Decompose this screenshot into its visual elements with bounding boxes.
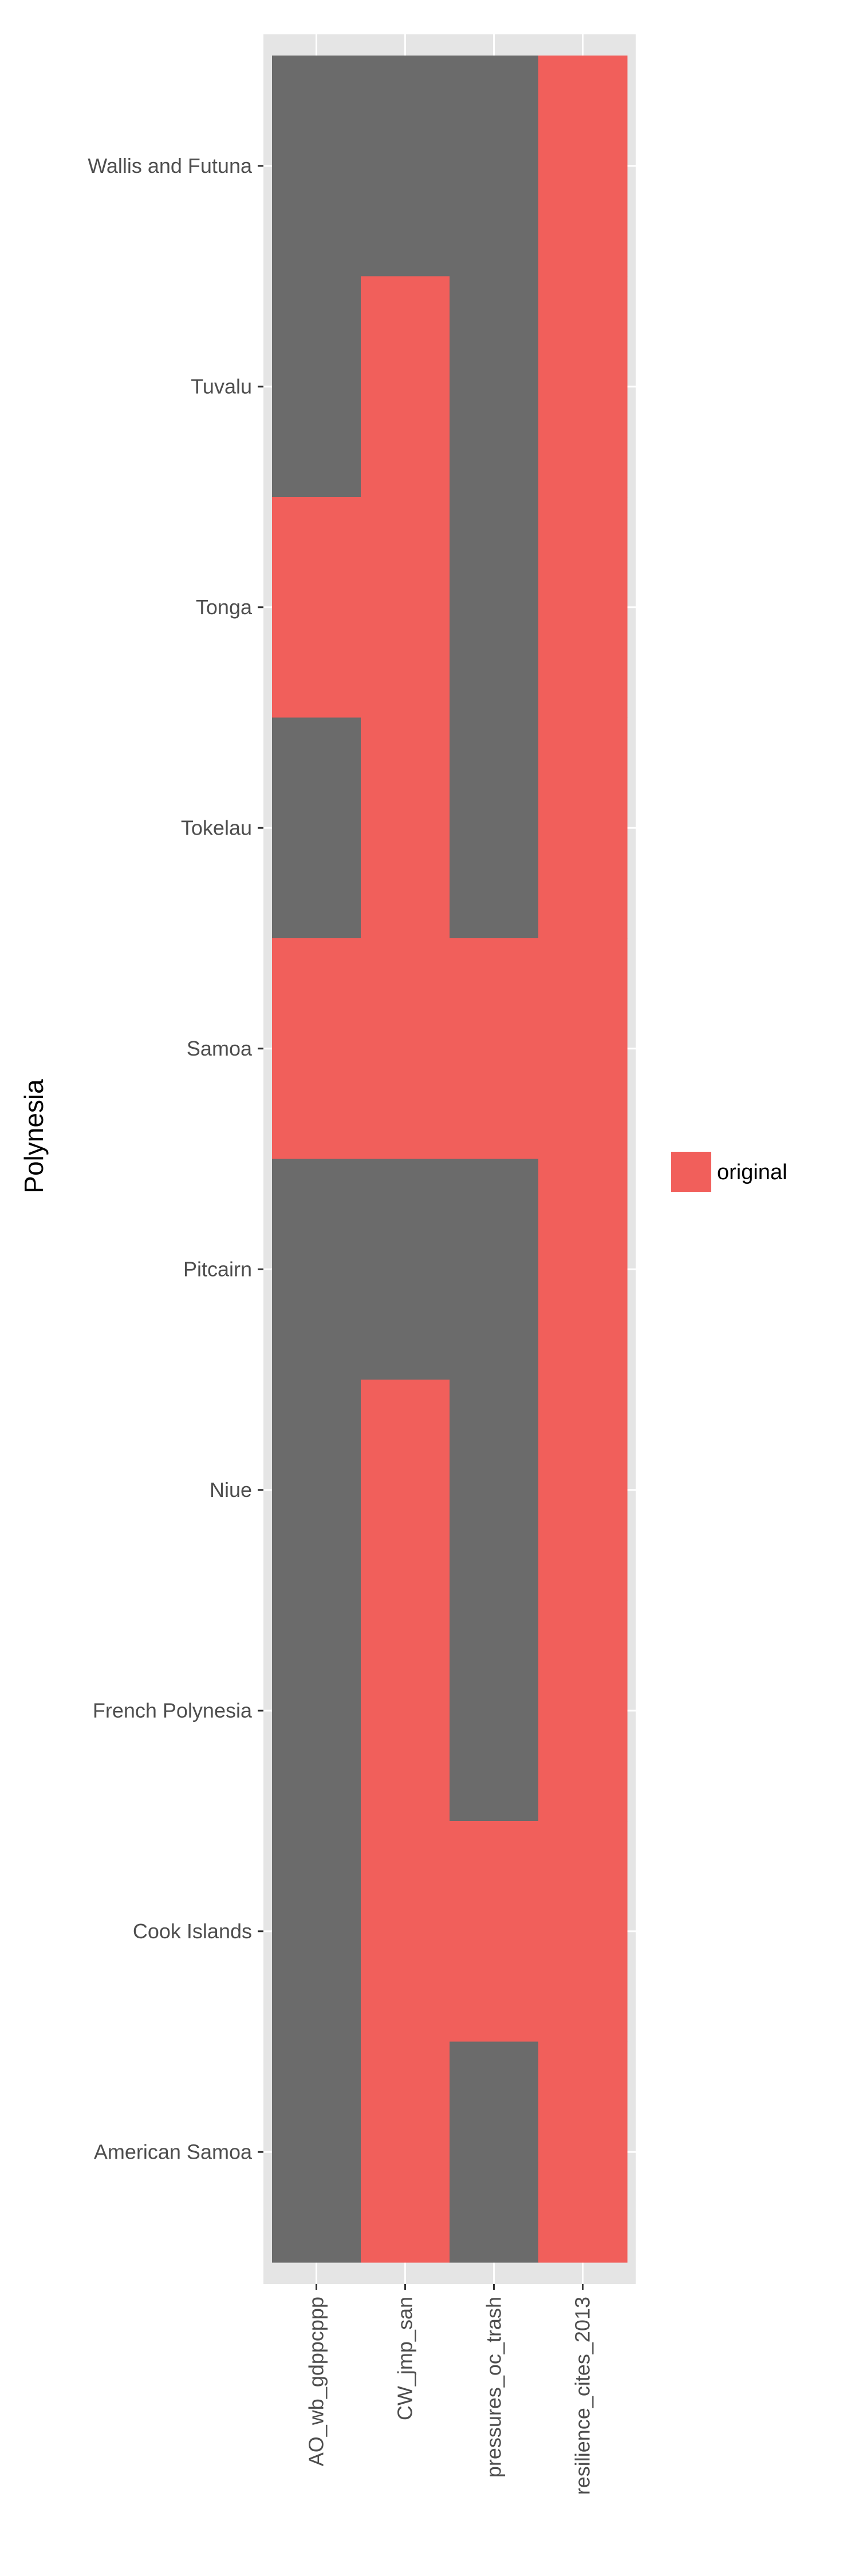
heatmap-cell [450, 56, 539, 277]
heatmap-cell [538, 1380, 628, 1601]
heatmap-cell [538, 1821, 628, 2042]
heatmap-cell [538, 1600, 628, 1822]
heatmap-cell [538, 938, 628, 1160]
x-tick-label: resilience_cites_2013 [571, 2297, 594, 2495]
x-tick-label: pressures_oc_trash [482, 2297, 506, 2478]
heatmap-cell [450, 1821, 539, 2042]
heatmap-cell [272, 1159, 361, 1380]
heatmap-cell [361, 497, 450, 718]
y-tick-label: French Polynesia [93, 1698, 253, 1722]
y-tick-label: Cook Islands [133, 1919, 252, 1943]
heatmap-cell [272, 938, 361, 1160]
heatmap-cells [272, 56, 628, 2263]
heatmap-cell [272, 497, 361, 718]
heatmap-cell [538, 2041, 628, 2263]
heatmap-cell [538, 1159, 628, 1380]
heatmap-cell [361, 1600, 450, 1822]
x-axis-ticks: AO_wb_gdppcppp CW_jmp_san pressures_oc_tra… [305, 2284, 594, 2495]
y-axis-ticks: Wallis and Futuna Tuvalu Tonga Tokelau Samoa… [88, 154, 263, 2163]
heatmap-cell [361, 938, 450, 1160]
heatmap-cell [538, 276, 628, 497]
heatmap-cell [450, 2041, 539, 2263]
y-tick-label: Tuvalu [191, 374, 252, 398]
x-tick-label: AO_wb_gdppcppp [305, 2297, 328, 2466]
heatmap-cell [450, 497, 539, 718]
y-tick-label: Wallis and Futuna [88, 154, 253, 177]
y-tick-label: Tokelau [181, 816, 252, 839]
heatmap-cell [272, 1600, 361, 1822]
heatmap-cell [272, 276, 361, 497]
heatmap-cell [361, 276, 450, 497]
heatmap-cell [538, 717, 628, 939]
y-tick-label: Niue [210, 1478, 252, 1502]
heatmap-cell [361, 1821, 450, 2042]
legend-label-original: original [717, 1160, 787, 1184]
heatmap-cell [538, 56, 628, 277]
y-tick-label: American Samoa [94, 2140, 253, 2163]
heatmap-cell [361, 1159, 450, 1380]
heatmap-cell [450, 1159, 539, 1380]
heatmap-cell [361, 717, 450, 939]
heatmap-cell [538, 497, 628, 718]
heatmap-cell [450, 938, 539, 1160]
y-tick-label: Samoa [187, 1037, 253, 1060]
heatmap-cell [272, 2041, 361, 2263]
heatmap-cell [272, 1380, 361, 1601]
y-tick-label: Tonga [196, 595, 253, 619]
heatmap-cell [272, 1821, 361, 2042]
heatmap-cell [361, 1380, 450, 1601]
heatmap-cell [272, 717, 361, 939]
legend-swatch-original [671, 1152, 711, 1192]
legend: original [671, 1152, 787, 1192]
x-tick-label: CW_jmp_san [393, 2297, 417, 2420]
heatmap-cell [361, 56, 450, 277]
heatmap-cell [450, 276, 539, 497]
heatmap-cell [361, 2041, 450, 2263]
y-tick-label: Pitcairn [183, 1257, 252, 1281]
heatmap-cell [450, 717, 539, 939]
heatmap-cell [450, 1600, 539, 1822]
y-axis-title: Polynesia [19, 1079, 49, 1194]
heatmap-cell [450, 1380, 539, 1601]
heatmap-cell [272, 56, 361, 277]
